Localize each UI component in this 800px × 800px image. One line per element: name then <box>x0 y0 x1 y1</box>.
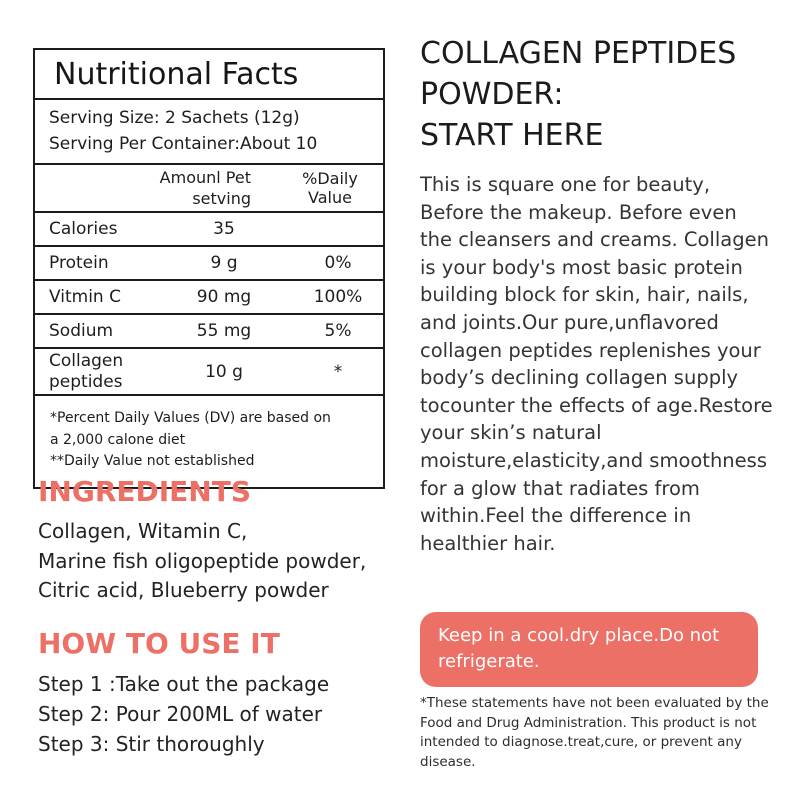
product-title: COLLAGEN PEPTIDES POWDER: START HERE <box>420 33 785 156</box>
row-amount: 10 g <box>205 361 243 382</box>
step-line: Step 2: Pour 200ML of water <box>38 702 323 726</box>
table-row-sodium: Sodium 55 mg 5% <box>35 313 383 347</box>
row-daily-value: 5% <box>324 321 352 341</box>
header-amount-line2: setving <box>192 189 251 208</box>
row-label: Sodium <box>49 320 114 341</box>
product-title-line: START HERE <box>420 118 604 153</box>
product-title-line: POWDER: <box>420 77 564 112</box>
footnote-line: **Daily Value not established <box>50 453 255 469</box>
table-row-calories: Calories 35 <box>35 211 383 245</box>
header-daily-value: %Daily Value <box>302 169 358 207</box>
serving-size-line: Serving Size: 2 Sachets (12g) <box>49 108 300 128</box>
row-daily-value: 100% <box>313 287 363 307</box>
step-line: Step 3: Stir thoroughly <box>38 732 265 756</box>
how-to-use-heading: HOW TO USE IT <box>38 627 280 660</box>
row-amount: 90 mg <box>196 287 252 307</box>
ingredients-section: INGREDIENTS Collagen, Witamin C, Marine … <box>38 474 398 606</box>
storage-notice-badge: Keep in a cool.dry place.Do not refriger… <box>420 612 758 687</box>
ingredients-heading: INGREDIENTS <box>38 475 252 508</box>
header-amount-per-serving: Amounl Pet setving <box>153 167 295 209</box>
footnote-line: *Percent Daily Values (DV) are based on <box>50 410 331 426</box>
how-to-use-section: HOW TO USE IT Step 1 :Take out the packa… <box>38 626 398 759</box>
row-label: Vitmin C <box>49 286 121 307</box>
how-to-use-steps: Step 1 :Take out the package Step 2: Pou… <box>38 669 398 759</box>
serving-info: Serving Size: 2 Sachets (12g) Serving Pe… <box>35 98 383 163</box>
row-label: Protein <box>49 252 109 273</box>
row-label: Calories <box>49 218 118 239</box>
table-row-collagen-peptides: Collagen peptides 10 g * <box>35 347 383 394</box>
nutrition-facts-table: Nutritional Facts Serving Size: 2 Sachet… <box>33 48 385 489</box>
footnote-line: a 2,000 calone diet <box>50 431 186 448</box>
ingredient-line: Citric acid, Blueberry powder <box>38 578 329 602</box>
row-daily-value: 0% <box>324 253 352 273</box>
row-label: Collagen peptides <box>49 350 124 392</box>
header-amount-line1: Amounl Pet <box>159 168 251 187</box>
row-amount: 55 mg <box>196 321 252 341</box>
row-amount: 35 <box>213 219 235 239</box>
nutrition-facts-title: Nutritional Facts <box>54 56 299 92</box>
row-daily-value: * <box>333 361 343 382</box>
table-row-protein: Protein 9 g 0% <box>35 245 383 279</box>
step-line: Step 1 :Take out the package <box>38 672 330 696</box>
table-row-vitamin-c: Vitmin C 90 mg 100% <box>35 279 383 313</box>
product-title-line: COLLAGEN PEPTIDES <box>420 36 737 71</box>
ingredients-list: Collagen, Witamin C, Marine fish oligope… <box>38 517 398 606</box>
fda-disclaimer: *These statements have not been evaluate… <box>420 695 769 770</box>
table-footnotes: *Percent Daily Values (DV) are based on … <box>35 394 383 487</box>
row-amount: 9 g <box>210 253 238 273</box>
ingredient-line: Collagen, Witamin C, <box>38 519 248 543</box>
ingredient-line: Marine fish oligopeptide powder, <box>38 548 367 573</box>
serving-per-container-line: Serving Per Container:About 10 <box>49 134 318 154</box>
table-header-row: Amounl Pet setving %Daily Value <box>35 163 383 211</box>
product-description: This is square one for beauty, Before th… <box>420 173 773 555</box>
